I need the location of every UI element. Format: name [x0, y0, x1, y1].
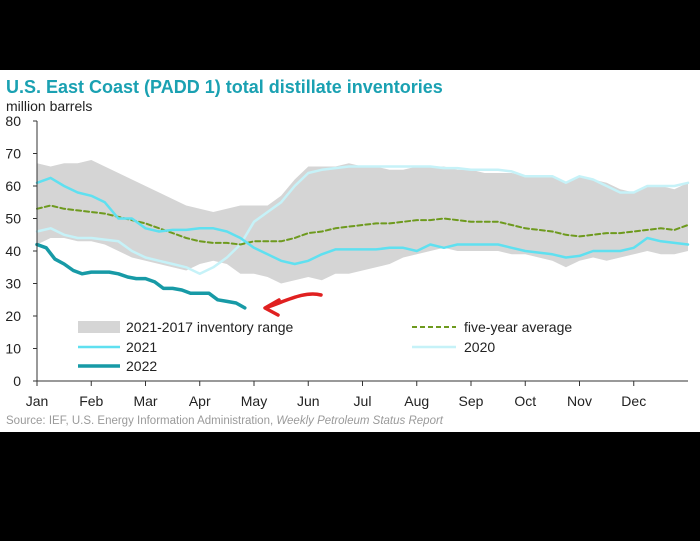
- legend-label-five-year-average: five-year average: [464, 319, 572, 335]
- y-tick-label: 80: [5, 113, 21, 129]
- y-tick-label: 60: [5, 178, 21, 194]
- x-tick-label: Mar: [133, 393, 157, 409]
- legend-label-range: 2021-2017 inventory range: [126, 319, 294, 335]
- x-tick-label: Dec: [621, 393, 646, 409]
- x-tick-label: Apr: [189, 393, 211, 409]
- chart-title: U.S. East Coast (PADD 1) total distillat…: [6, 77, 443, 97]
- inventory-range-band: [37, 160, 688, 284]
- series-line-five-year-average: [36, 204, 689, 246]
- legend-label-2021: 2021: [126, 339, 157, 355]
- x-tick-label: Nov: [567, 393, 592, 409]
- source-text: Source: IEF, U.S. Energy Information Adm…: [6, 415, 277, 427]
- x-tick-label: Oct: [514, 393, 536, 409]
- legend-swatch-range: [78, 321, 120, 333]
- y-tick-label: 0: [13, 373, 21, 389]
- y-tick-label: 40: [5, 243, 21, 259]
- y-axis-unit-label: million barrels: [6, 98, 93, 114]
- y-tick-label: 30: [5, 276, 21, 292]
- annotation-arrow: [263, 292, 323, 317]
- x-tick-label: May: [241, 393, 267, 409]
- x-tick-label: Sep: [459, 393, 484, 409]
- y-tick-label: 20: [5, 308, 21, 324]
- annotation-arrow-head: [263, 298, 281, 317]
- x-tick-label: Jan: [26, 393, 49, 409]
- source-publication: Weekly Petroleum Status Report: [276, 415, 443, 427]
- y-tick-label: 10: [5, 341, 21, 357]
- x-tick-label: Feb: [79, 393, 103, 409]
- x-tick-label: Aug: [404, 393, 429, 409]
- legend-label-2020: 2020: [464, 339, 495, 355]
- series-line-2020: [35, 165, 690, 276]
- series-line-2021: [35, 176, 690, 266]
- series-line-2022: [35, 242, 247, 310]
- x-tick-label: Jul: [354, 393, 372, 409]
- x-tick-label: Jun: [297, 393, 320, 409]
- y-tick-label: 50: [5, 211, 21, 227]
- y-tick-label: 70: [5, 146, 21, 162]
- legend-label-2022: 2022: [126, 358, 157, 374]
- source-note: Source: IEF, U.S. Energy Information Adm…: [6, 415, 443, 427]
